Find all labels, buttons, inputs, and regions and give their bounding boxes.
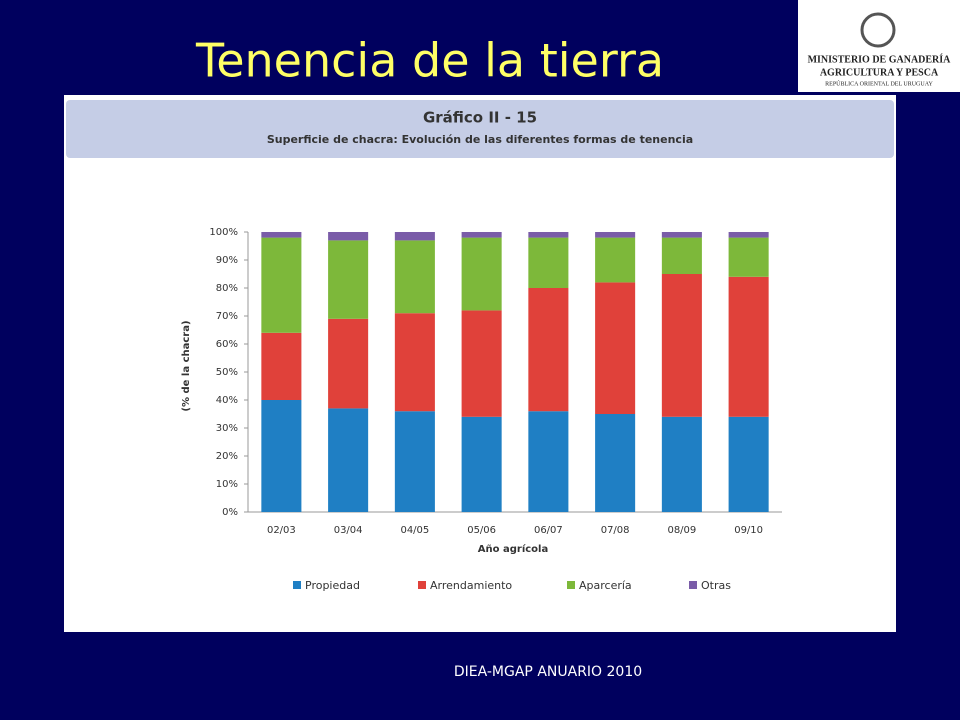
bar-segment: [328, 408, 369, 512]
bar-segment: [328, 232, 369, 241]
bar-segment: [728, 416, 769, 512]
bar-segment: [261, 400, 302, 512]
logo-sun: [860, 12, 896, 48]
logo-line: REPÚBLICA ORIENTAL DEL URUGUAY: [825, 79, 933, 87]
bar-segment: [461, 416, 502, 512]
x-tick-label: 05/06: [467, 525, 496, 536]
x-tick-label: 02/03: [267, 525, 296, 536]
bar-segment: [728, 237, 769, 277]
chart-title: Gráfico II - 15: [423, 109, 537, 127]
legend-label: Otras: [701, 579, 731, 592]
y-tick-label: 80%: [216, 283, 238, 294]
y-tick-label: 10%: [216, 479, 238, 490]
y-tick-label: 100%: [209, 227, 238, 238]
bar-segment: [528, 288, 569, 412]
legend-swatch: [567, 581, 575, 589]
footer: DIEA-MGAP ANUARIO 2010: [454, 664, 642, 680]
legend-label: Propiedad: [305, 579, 360, 592]
bar-segment: [394, 313, 435, 412]
x-tick-label: 07/08: [601, 525, 630, 536]
y-tick-label: 60%: [216, 339, 238, 350]
logo-line: MINISTERIO DE GANADERÍA: [808, 53, 952, 65]
bar-segment: [528, 237, 569, 288]
x-tick-label: 06/07: [534, 525, 563, 536]
bar-segment: [461, 237, 502, 311]
bar-segment: [728, 276, 769, 417]
y-tick-label: 40%: [216, 395, 238, 406]
x-tick-label: 03/04: [334, 525, 363, 536]
bar-segment: [461, 232, 502, 238]
legend-swatch: [418, 581, 426, 589]
bar-segment: [661, 232, 702, 238]
legend-label: Arrendamiento: [430, 579, 512, 592]
y-tick-label: 70%: [216, 311, 238, 322]
x-tick-label: 09/10: [734, 525, 763, 536]
y-tick-label: 50%: [216, 367, 238, 378]
x-tick-label: 04/05: [400, 525, 429, 536]
bar-segment: [528, 232, 569, 238]
bar-segment: [595, 237, 636, 283]
y-tick-label: 20%: [216, 451, 238, 462]
legend-swatch: [689, 581, 697, 589]
bar-segment: [528, 411, 569, 512]
y-axis-label: (% de la chacra): [181, 320, 192, 411]
bar-segment: [661, 416, 702, 512]
bar-segment: [261, 237, 302, 333]
slide-title: Tenencia de la tierra: [195, 34, 664, 88]
y-tick-label: 0%: [222, 507, 238, 518]
bar-segment: [661, 274, 702, 417]
bar-segment: [661, 237, 702, 274]
x-tick-label: 08/09: [667, 525, 696, 536]
bar-segment: [595, 232, 636, 238]
y-tick-label: 30%: [216, 423, 238, 434]
bar-segment: [394, 240, 435, 314]
chart-subtitle: Superficie de chacra: Evolución de las d…: [267, 133, 693, 146]
legend-swatch: [293, 581, 301, 589]
bar-segment: [328, 318, 369, 409]
bar-segment: [261, 232, 302, 238]
bar-segment: [728, 232, 769, 238]
chart-header: [66, 100, 894, 158]
bar-segment: [394, 411, 435, 512]
bar-segment: [328, 240, 369, 319]
logo-line: AGRICULTURA Y PESCA: [820, 67, 939, 78]
bar-segment: [595, 282, 636, 414]
x-axis-label: Año agrícola: [478, 543, 548, 555]
bar-segment: [461, 310, 502, 417]
bar-segment: [595, 414, 636, 512]
bar-segment: [261, 332, 302, 400]
bar-segment: [394, 232, 435, 241]
legend-label: Aparcería: [579, 579, 632, 592]
y-tick-label: 90%: [216, 255, 238, 266]
